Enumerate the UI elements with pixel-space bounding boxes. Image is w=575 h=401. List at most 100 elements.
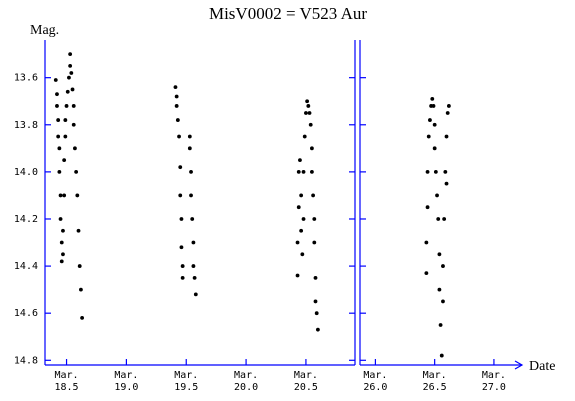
data-point [435, 193, 439, 198]
y-tick-label: 14.0 [14, 167, 38, 178]
data-point [80, 315, 85, 320]
x-tick-label: Mar. 20.5 [294, 370, 318, 393]
data-point [424, 240, 429, 245]
data-point [295, 240, 300, 245]
data-point [65, 89, 70, 94]
data-point [61, 228, 65, 233]
x-axis-label: Date [529, 359, 555, 374]
data-point [311, 193, 316, 198]
data-point [189, 193, 193, 198]
data-point [62, 193, 67, 198]
data-point [74, 169, 79, 174]
data-point [444, 181, 449, 186]
data-point [439, 353, 444, 358]
y-axis-label: Mag. [30, 23, 59, 38]
data-point [307, 111, 312, 115]
data-point [430, 96, 435, 101]
data-point [305, 99, 310, 104]
data-point [433, 169, 438, 174]
data-point [313, 275, 318, 280]
data-point [190, 217, 195, 221]
data-point [191, 240, 196, 245]
data-point [180, 275, 185, 280]
data-point [58, 193, 63, 198]
data-point [301, 217, 306, 221]
x-tick-label: Mar. 18.5 [54, 370, 78, 393]
data-point [306, 104, 311, 108]
data-point [298, 158, 302, 163]
y-tick-label: 14.4 [14, 261, 38, 272]
data-point [308, 122, 313, 127]
data-point [59, 240, 64, 245]
data-point [55, 104, 59, 108]
data-point [426, 134, 431, 139]
data-point [178, 165, 183, 170]
data-point [300, 252, 305, 257]
data-point [178, 193, 183, 198]
data-point [64, 104, 69, 108]
data-point [441, 264, 445, 268]
data-point [189, 169, 193, 174]
y-tick-label: 14.6 [14, 308, 38, 319]
data-point [304, 111, 308, 115]
data-point [75, 193, 80, 198]
data-point [71, 122, 76, 127]
data-point [68, 52, 73, 57]
data-point [71, 104, 76, 108]
data-point [442, 217, 447, 221]
axis-arrow [514, 360, 524, 370]
data-point [424, 271, 429, 276]
data-point [437, 252, 442, 257]
data-point [312, 240, 317, 245]
data-point [295, 273, 300, 278]
data-point [57, 146, 62, 151]
data-point [444, 134, 449, 139]
x-tick-label: Mar. 20.0 [234, 370, 258, 393]
data-point [312, 217, 317, 221]
data-point [174, 104, 179, 108]
data-point [432, 146, 437, 151]
data-point [192, 275, 197, 280]
data-point [76, 228, 81, 233]
data-point [310, 146, 314, 151]
data-point [425, 169, 430, 174]
data-point [193, 292, 198, 297]
data-point [301, 169, 306, 174]
data-point [437, 287, 442, 292]
data-point [302, 134, 307, 139]
x-tick-label: Mar. 26.0 [363, 370, 387, 393]
data-point [310, 169, 314, 174]
data-point [55, 92, 59, 97]
data-point [77, 264, 82, 268]
data-point [441, 299, 445, 304]
x-tick-label: Mar. 19.0 [114, 370, 138, 393]
x-tick-label: Mar. 19.5 [174, 370, 198, 393]
data-point [299, 193, 304, 198]
data-point [79, 287, 83, 292]
data-point [174, 94, 179, 99]
data-point [187, 134, 192, 139]
data-point [187, 146, 192, 151]
y-tick-label: 13.6 [14, 73, 38, 84]
data-point [56, 118, 61, 122]
data-point [179, 217, 184, 221]
y-tick-label: 14.8 [14, 355, 38, 366]
data-point [296, 169, 301, 174]
data-point [70, 87, 75, 92]
data-point [425, 205, 430, 210]
chart-title: MisV0002 = V523 Aur [209, 4, 367, 23]
data-point [315, 327, 320, 332]
data-point [68, 64, 73, 68]
data-point [432, 122, 437, 127]
data-point [428, 118, 432, 122]
data-point [446, 104, 451, 108]
data-point [431, 104, 436, 108]
data-point [62, 158, 67, 163]
data-point [313, 299, 318, 304]
data-point [67, 75, 71, 80]
data-point [299, 228, 304, 233]
data-point [173, 85, 178, 90]
data-point [314, 311, 319, 316]
data-point [69, 71, 74, 75]
